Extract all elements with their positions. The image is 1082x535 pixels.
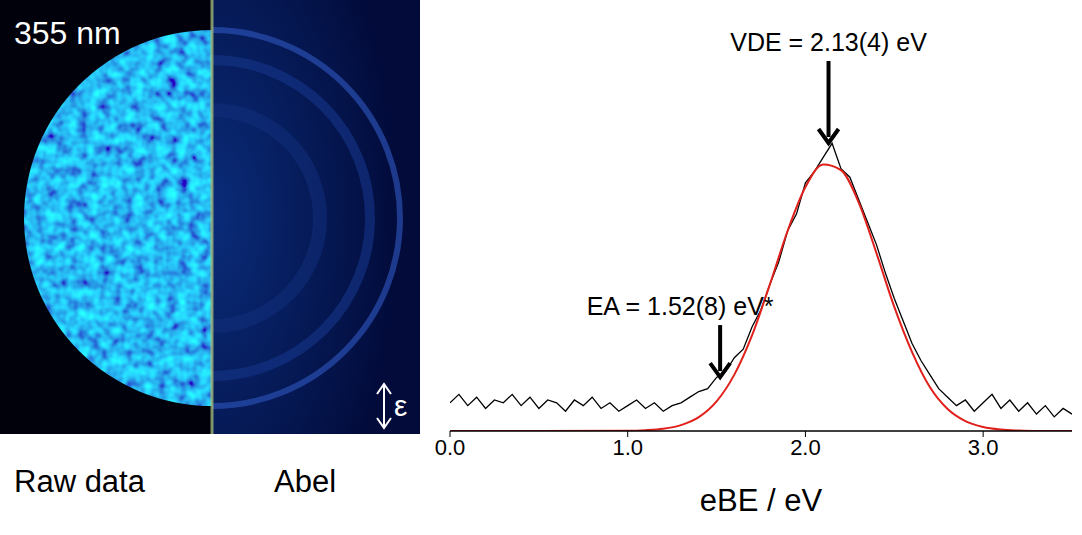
svg-text:VDE = 2.13(4) eV: VDE = 2.13(4) eV: [730, 28, 927, 56]
svg-text:0.0: 0.0: [435, 435, 466, 460]
svg-text:Raw data: Raw data: [14, 464, 146, 499]
svg-text:eBE / eV: eBE / eV: [700, 483, 823, 518]
svg-text:355 nm: 355 nm: [14, 15, 121, 51]
svg-text:EA = 1.52(8) eV*: EA = 1.52(8) eV*: [587, 292, 774, 320]
svg-text:2.0: 2.0: [790, 435, 821, 460]
svg-text:ε: ε: [394, 389, 407, 422]
svg-text:1.0: 1.0: [612, 435, 643, 460]
svg-text:3.0: 3.0: [968, 435, 999, 460]
svg-text:Abel: Abel: [274, 464, 336, 499]
